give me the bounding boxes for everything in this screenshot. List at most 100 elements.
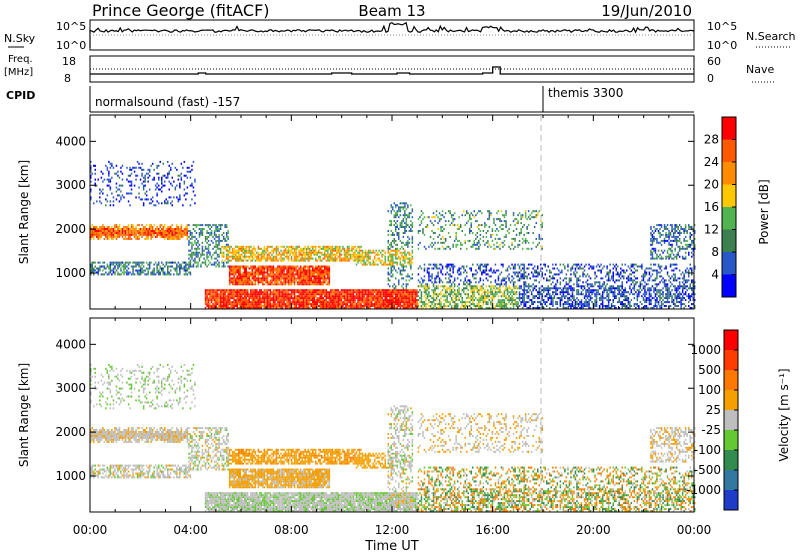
power-cell bbox=[305, 301, 308, 304]
power-cell bbox=[389, 224, 391, 227]
power-cell bbox=[450, 283, 453, 286]
power-cell bbox=[340, 289, 343, 292]
power-cell bbox=[124, 261, 127, 264]
power-cell bbox=[272, 251, 275, 254]
power-cell bbox=[135, 233, 137, 236]
power-cell bbox=[247, 299, 249, 302]
power-cell bbox=[487, 210, 489, 213]
power-cell bbox=[130, 232, 133, 234]
power-cell bbox=[260, 301, 263, 304]
power-cell bbox=[440, 291, 442, 294]
power-cell bbox=[367, 305, 370, 307]
power-cell bbox=[390, 301, 392, 304]
power-cell bbox=[407, 301, 409, 304]
power-cell bbox=[231, 251, 234, 254]
power-cell bbox=[470, 267, 472, 270]
power-cell bbox=[253, 253, 255, 256]
power-cell bbox=[401, 255, 403, 258]
power-cell bbox=[194, 253, 196, 256]
power-cell bbox=[235, 295, 237, 298]
power-cell bbox=[219, 249, 222, 252]
power-cell bbox=[491, 228, 494, 230]
power-cell bbox=[305, 249, 308, 252]
power-cell bbox=[127, 230, 130, 232]
power-cell bbox=[330, 251, 332, 254]
power-cell bbox=[132, 271, 134, 274]
power-cell bbox=[259, 271, 261, 274]
power-cell bbox=[207, 259, 210, 262]
power-cell bbox=[494, 295, 497, 298]
power-cell bbox=[401, 289, 403, 292]
power-cell bbox=[242, 265, 244, 268]
power-cell bbox=[277, 293, 279, 296]
power-cell bbox=[398, 232, 400, 234]
power-cell bbox=[299, 297, 302, 300]
power-cell bbox=[301, 269, 303, 272]
power-cell bbox=[209, 291, 211, 294]
power-cell bbox=[289, 265, 291, 268]
power-cell bbox=[408, 226, 411, 228]
power-cell bbox=[161, 178, 163, 181]
power-cell bbox=[168, 237, 170, 240]
power-cell bbox=[257, 265, 260, 268]
power-cell bbox=[464, 307, 466, 309]
power-cell bbox=[269, 275, 272, 278]
power-cell bbox=[153, 267, 155, 270]
power-cell bbox=[354, 253, 356, 256]
power-cell bbox=[402, 277, 405, 280]
power-cell bbox=[115, 190, 118, 193]
power-cell bbox=[321, 267, 323, 270]
power-cell bbox=[173, 180, 175, 183]
power-cell bbox=[271, 271, 273, 274]
power-cell bbox=[485, 301, 488, 304]
power-cell bbox=[313, 281, 315, 284]
power-cell bbox=[94, 164, 96, 167]
power-cell bbox=[325, 307, 328, 309]
power-cell bbox=[386, 295, 388, 298]
power-cell bbox=[322, 299, 324, 302]
power-cell bbox=[302, 275, 305, 278]
power-cell bbox=[315, 275, 317, 278]
power-cell bbox=[331, 295, 334, 298]
power-cell bbox=[105, 267, 107, 270]
power-cell bbox=[265, 265, 267, 268]
power-cell bbox=[318, 301, 320, 304]
power-cell bbox=[247, 289, 249, 292]
power-cell bbox=[216, 303, 219, 306]
power-cell bbox=[248, 247, 250, 250]
power-cell bbox=[324, 289, 326, 292]
power-cell bbox=[124, 232, 127, 234]
power-cell bbox=[225, 255, 228, 258]
power-cell bbox=[124, 267, 127, 270]
power-cell bbox=[108, 178, 110, 181]
power-cell bbox=[488, 299, 491, 302]
power-cell bbox=[481, 273, 483, 276]
power-cell bbox=[482, 303, 485, 306]
power-cell bbox=[487, 289, 489, 292]
power-cell bbox=[251, 295, 254, 298]
power-cell bbox=[221, 289, 223, 292]
power-cell bbox=[215, 289, 217, 292]
power-cell bbox=[298, 249, 300, 252]
power-cell bbox=[185, 269, 187, 272]
power-cell bbox=[257, 277, 260, 280]
power-cell bbox=[206, 295, 208, 298]
power-cell bbox=[293, 301, 296, 304]
power-cell bbox=[161, 267, 163, 270]
power-cell bbox=[209, 299, 211, 302]
power-cell bbox=[417, 247, 420, 250]
power-cell bbox=[396, 263, 398, 266]
power-cell bbox=[349, 303, 352, 306]
power-cell bbox=[296, 289, 299, 292]
power-cell bbox=[295, 279, 297, 282]
power-cell bbox=[342, 303, 344, 306]
power-cell bbox=[437, 307, 439, 309]
power-cell bbox=[147, 232, 149, 234]
power-cell bbox=[443, 307, 445, 309]
power-cell bbox=[109, 269, 112, 272]
power-cell bbox=[324, 279, 326, 282]
power-cell bbox=[183, 273, 186, 276]
power-cell bbox=[487, 279, 489, 282]
power-cell bbox=[277, 279, 279, 282]
power-cell bbox=[242, 271, 244, 274]
